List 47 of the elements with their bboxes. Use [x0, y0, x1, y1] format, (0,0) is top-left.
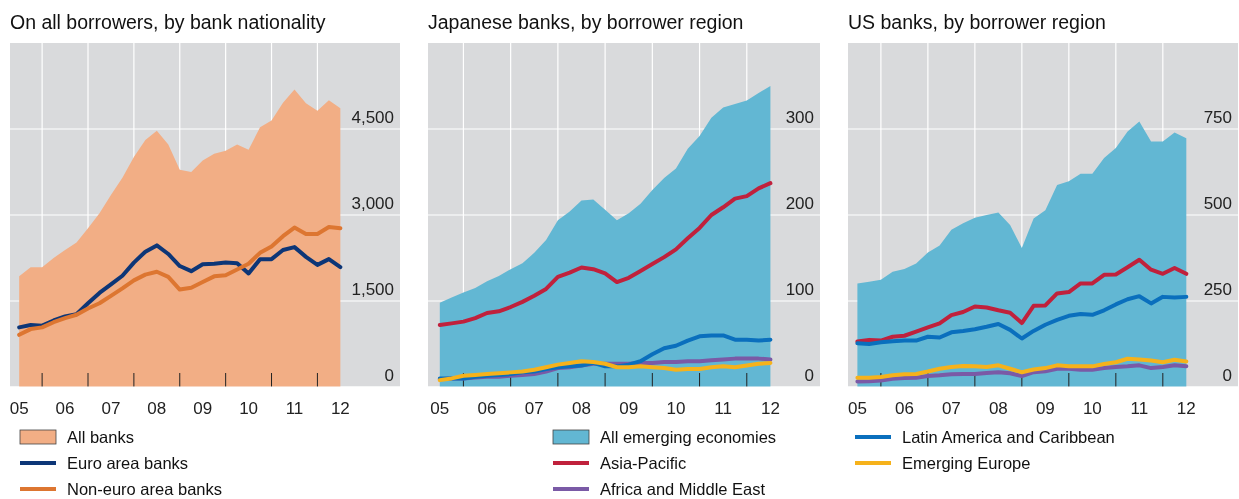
x-tick-label: 12 [330, 399, 350, 418]
x-tick-label: 07 [101, 399, 121, 418]
chart-title: Japanese banks, by borrower region [428, 11, 744, 33]
x-tick-label: 11 [714, 399, 733, 418]
y-tick-label: 0 [804, 366, 814, 385]
x-tick-label: 05 [847, 399, 867, 418]
x-tick-label: 12 [1176, 399, 1196, 418]
x-tick-label: 06 [55, 399, 75, 418]
y-tick-label: 100 [785, 280, 814, 299]
x-tick-label: 10 [239, 399, 259, 418]
chart-title: On all borrowers, by bank nationality [10, 11, 326, 33]
legend-label: Asia-Pacific [600, 454, 687, 472]
x-tick-label: 05 [9, 399, 29, 418]
y-tick-label: 4,500 [351, 108, 394, 127]
legend-label: Latin America and Caribbean [902, 428, 1115, 446]
x-tick-label: 06 [477, 399, 497, 418]
x-tick-label: 08 [572, 399, 591, 418]
text: All banks [67, 428, 134, 446]
y-tick-label: 200 [785, 194, 814, 213]
chart-title: US banks, by borrower region [848, 11, 1106, 33]
x-tick-label: 06 [894, 399, 914, 418]
legend-label: Africa and Middle East [600, 480, 766, 498]
x-tick-label: 07 [524, 399, 544, 418]
x-tick-label: 05 [430, 399, 450, 418]
legend-label: Euro area banks [67, 454, 189, 472]
y-tick-label: 0 [1222, 366, 1232, 385]
y-tick-label: 3,000 [351, 194, 394, 213]
x-tick-label: 08 [147, 399, 167, 418]
x-tick-label: 09 [1035, 399, 1055, 418]
y-tick-label: 250 [1203, 280, 1232, 299]
x-tick-label: 09 [619, 399, 639, 418]
x-tick-label: 07 [941, 399, 961, 418]
y-tick-label: 300 [785, 108, 814, 127]
y-tick-label: 500 [1203, 194, 1232, 213]
x-tick-label: 10 [1082, 399, 1102, 418]
x-tick-label: 09 [193, 399, 213, 418]
legend-label: Emerging Europe [902, 454, 1031, 472]
y-tick-label: 1,500 [351, 280, 394, 299]
legend-label: All emerging economies [600, 428, 777, 446]
x-tick-label: 11 [1130, 399, 1149, 418]
x-tick-label: 12 [760, 399, 780, 418]
x-tick-label: 08 [988, 399, 1008, 418]
x-tick-label: 10 [666, 399, 686, 418]
y-tick-label: 0 [384, 366, 394, 385]
y-tick-label: 750 [1203, 108, 1232, 127]
x-tick-label: 11 [285, 399, 304, 418]
legend-label: Non-euro area banks [67, 480, 223, 498]
